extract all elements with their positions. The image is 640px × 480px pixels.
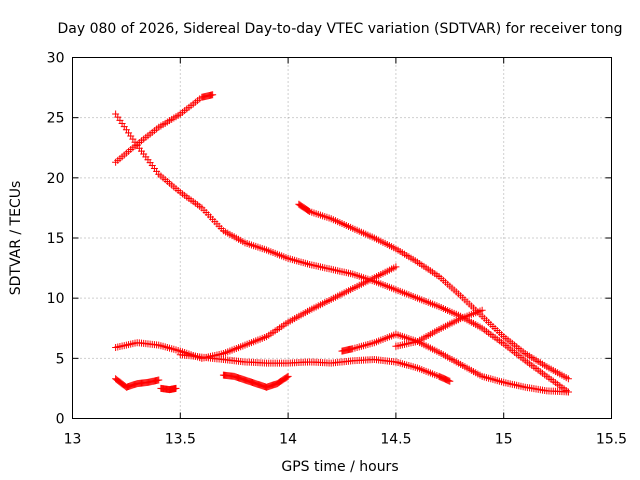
series-track-i xyxy=(157,384,180,394)
data-point xyxy=(478,306,486,314)
x-tick-label: 14.5 xyxy=(380,432,411,448)
data-point xyxy=(392,263,400,271)
data-point xyxy=(209,91,217,99)
data-point xyxy=(446,377,454,385)
x-tick-label: 15 xyxy=(495,432,513,448)
x-tick-label: 15.5 xyxy=(596,432,627,448)
y-tick-label: 20 xyxy=(47,171,65,187)
x-tick-label: 13 xyxy=(64,432,82,448)
grid-lines xyxy=(72,57,612,419)
series-track-a xyxy=(112,91,217,166)
y-tick-label: 10 xyxy=(47,291,65,307)
y-axis-label: SDTVAR / TECUs xyxy=(8,181,24,296)
y-tick-label: 25 xyxy=(47,111,65,127)
series-track-j xyxy=(219,371,292,391)
data-point xyxy=(155,376,163,384)
axis-ticks: 13 13.5 14 14.5 15 15.5 0 5 10 15 20 25 30 xyxy=(47,51,627,448)
y-tick-label: 5 xyxy=(56,351,65,367)
series-track-c xyxy=(295,200,572,383)
chart-title: Day 080 of 2026, Sidereal Day-to-day VTE… xyxy=(57,21,622,37)
series-track-e xyxy=(176,351,454,385)
data-point xyxy=(305,207,313,215)
data-point xyxy=(564,388,572,396)
y-tick-label: 30 xyxy=(47,51,65,67)
series-track-h xyxy=(112,375,163,391)
y-tick-label: 15 xyxy=(47,231,65,247)
x-axis-label: GPS time / hours xyxy=(281,459,398,475)
series-track-g xyxy=(392,306,486,350)
data-point xyxy=(283,373,291,381)
series-track-b xyxy=(112,110,572,396)
x-tick-label: 14 xyxy=(279,432,297,448)
plot-frame xyxy=(72,57,612,419)
x-tick-label: 13.5 xyxy=(165,432,196,448)
data-point xyxy=(172,384,180,392)
data-point xyxy=(284,372,292,380)
data-points xyxy=(112,91,572,396)
y-tick-label: 0 xyxy=(56,412,65,428)
data-point xyxy=(564,375,572,383)
